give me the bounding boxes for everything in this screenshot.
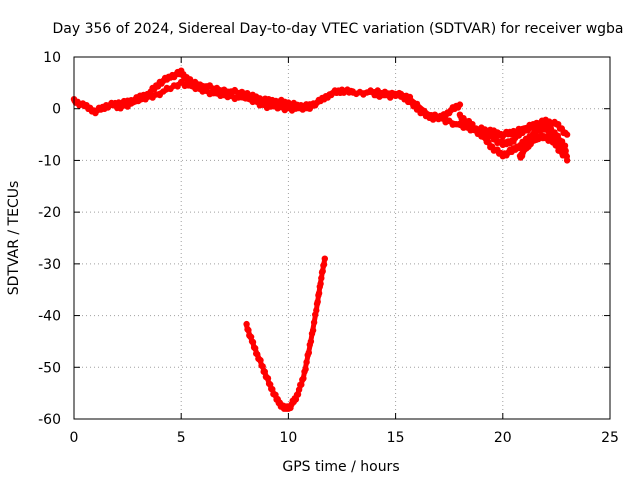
data-point bbox=[407, 94, 413, 100]
y-tick-label: -60 bbox=[38, 412, 61, 428]
data-point bbox=[414, 101, 420, 107]
grid-lines bbox=[74, 57, 610, 419]
x-tick-label: 15 bbox=[387, 430, 405, 446]
y-tick-label: 10 bbox=[43, 50, 61, 66]
data-point bbox=[316, 290, 322, 296]
data-point bbox=[560, 152, 566, 158]
data-point bbox=[306, 350, 312, 356]
data-point bbox=[308, 338, 314, 344]
data-point bbox=[265, 375, 271, 381]
data-point bbox=[250, 339, 256, 345]
x-tick-label: 0 bbox=[70, 430, 79, 446]
data-point bbox=[303, 359, 309, 365]
sdtvar-chart: Day 356 of 2024, Sidereal Day-to-day VTE… bbox=[0, 0, 640, 480]
data-point bbox=[457, 101, 463, 107]
data-series bbox=[71, 68, 571, 412]
chart-title: Day 356 of 2024, Sidereal Day-to-day VTE… bbox=[52, 21, 623, 37]
plot-area-border bbox=[74, 57, 610, 419]
data-point bbox=[313, 307, 319, 313]
data-point bbox=[322, 256, 328, 262]
series-arc-u-shape bbox=[243, 256, 328, 412]
x-axis-label: GPS time / hours bbox=[282, 459, 399, 475]
y-tick-label: 0 bbox=[52, 102, 61, 118]
y-tick-label: -10 bbox=[38, 153, 61, 169]
data-point bbox=[315, 299, 321, 305]
data-point bbox=[252, 345, 258, 351]
data-point bbox=[321, 261, 327, 267]
data-point bbox=[300, 375, 306, 381]
y-tick-label: -20 bbox=[38, 205, 61, 221]
data-point bbox=[310, 327, 316, 333]
data-point bbox=[311, 319, 317, 325]
x-tick-label: 25 bbox=[601, 430, 619, 446]
data-point bbox=[317, 281, 323, 287]
x-tick-label: 5 bbox=[177, 430, 186, 446]
y-tick-label: -30 bbox=[38, 257, 61, 273]
x-tick-label: 10 bbox=[279, 430, 297, 446]
y-tick-label: -40 bbox=[38, 309, 61, 325]
data-point bbox=[564, 131, 570, 137]
data-point bbox=[257, 357, 263, 363]
axis-ticks: 0 5 10 15 20 25 10 0 -10 -20 -30 -40 -50 -60 bbox=[38, 50, 619, 446]
series-arc-main-2 bbox=[114, 79, 313, 114]
y-tick-label: -50 bbox=[38, 360, 61, 376]
data-point bbox=[302, 366, 308, 372]
y-axis-label: SDTVAR / TECUs bbox=[6, 181, 22, 296]
x-tick-label: 20 bbox=[494, 430, 512, 446]
data-point bbox=[318, 275, 324, 281]
data-point bbox=[307, 106, 313, 112]
data-point bbox=[564, 157, 570, 163]
data-point bbox=[320, 268, 326, 274]
